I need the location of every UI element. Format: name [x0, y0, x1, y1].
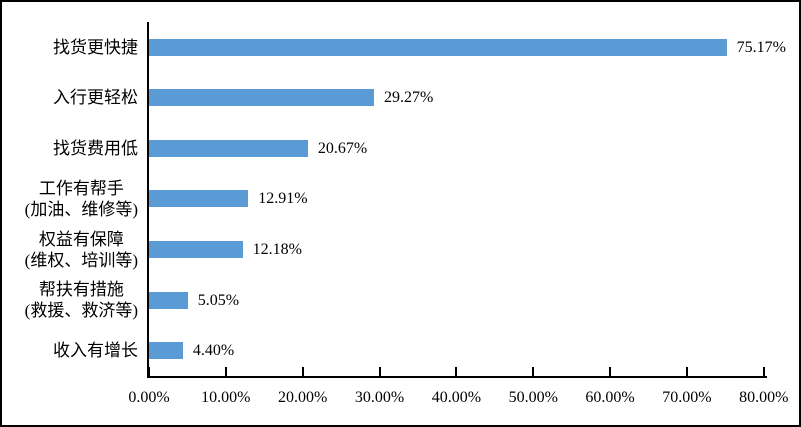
- category-label-line: 找货更快捷: [53, 37, 138, 57]
- category-label-text: 找货费用低: [53, 138, 138, 159]
- x-axis-tick-label: 70.00%: [662, 389, 712, 406]
- x-axis-tick-label: 0.00%: [128, 389, 170, 406]
- category-label-text: 权益有保障 (维权、培训等): [25, 229, 138, 271]
- bar-row: 收入有增长 4.40%: [2, 325, 799, 376]
- value-label: 20.67%: [317, 139, 368, 157]
- x-axis-tick-label: 60.00%: [585, 389, 635, 406]
- value-label: 12.91%: [258, 190, 308, 208]
- value-label: 75.17%: [736, 38, 786, 56]
- category-label-text: 收入有增长: [53, 340, 138, 361]
- x-axis-tick-label: 10.00%: [201, 389, 251, 406]
- bar-row: 工作有帮手 (加油、维修等) 12.91%: [2, 174, 799, 225]
- x-axis-tick-mark: [532, 367, 535, 378]
- value-label: 5.05%: [197, 291, 240, 309]
- category-label-line: 工作有帮手: [38, 178, 124, 198]
- bar-row: 入行更轻松 29.27%: [2, 73, 799, 124]
- x-axis-tick-mark: [685, 367, 688, 378]
- x-axis-tick-mark: [455, 367, 458, 378]
- category-label-line: (维权、培训等): [24, 250, 138, 270]
- category-label-text: 帮扶有措施 (救援、救济等): [25, 279, 138, 321]
- x-axis-tick-label: 50.00%: [508, 389, 558, 406]
- x-axis-tick-mark: [224, 367, 227, 378]
- category-label: 权益有保障 (维权、培训等): [2, 224, 138, 275]
- bar: [149, 342, 183, 360]
- bar: [149, 291, 188, 309]
- x-axis-tick-mark: [148, 367, 150, 378]
- bar-row: 找货费用低 20.67%: [2, 123, 799, 174]
- x-axis-tick-label: 20.00%: [278, 389, 328, 406]
- category-label-line: 收入有增长: [53, 341, 138, 361]
- x-axis-tick-label: 40.00%: [431, 389, 482, 406]
- value-label: 29.27%: [383, 89, 434, 107]
- category-label: 工作有帮手 (加油、维修等): [2, 174, 138, 225]
- bar: [149, 190, 249, 208]
- category-label-text: 入行更轻松: [53, 87, 138, 108]
- category-label-line: (加油、维修等): [24, 199, 138, 219]
- value-label: 4.40%: [192, 342, 235, 360]
- x-axis-tick-label: 80.00%: [739, 389, 789, 406]
- y-axis-line: [147, 22, 149, 378]
- x-axis-tick-mark: [301, 367, 304, 378]
- category-label: 入行更轻松: [2, 73, 138, 124]
- x-axis-tick-label: 30.00%: [354, 389, 405, 406]
- category-label-line: 帮扶有措施: [38, 280, 124, 300]
- bar-row: 权益有保障 (维权、培训等) 12.18%: [2, 224, 799, 275]
- x-axis-tick-mark: [378, 367, 381, 378]
- category-label: 找货更快捷: [2, 22, 138, 73]
- bar: [149, 38, 727, 56]
- category-label: 帮扶有措施 (救援、救济等): [2, 275, 138, 326]
- category-label-text: 找货更快捷: [53, 37, 138, 58]
- bar-row: 帮扶有措施 (救援、救济等) 5.05%: [2, 275, 799, 326]
- category-label-line: 找货费用低: [53, 138, 138, 158]
- category-label-line: 入行更轻松: [53, 88, 138, 108]
- category-label: 收入有增长: [2, 325, 138, 376]
- category-label-text: 工作有帮手 (加油、维修等): [25, 178, 138, 220]
- bar: [149, 139, 308, 157]
- bar: [149, 89, 374, 107]
- bar: [149, 241, 243, 259]
- category-label-line: 权益有保障: [38, 229, 124, 249]
- x-axis-tick-mark: [609, 367, 612, 378]
- bar-row: 找货更快捷 75.17%: [2, 22, 799, 73]
- value-label: 12.18%: [252, 241, 302, 259]
- x-axis-tick-mark: [762, 367, 765, 378]
- category-label-line: (救援、救济等): [24, 301, 138, 321]
- category-label: 找货费用低: [2, 123, 138, 174]
